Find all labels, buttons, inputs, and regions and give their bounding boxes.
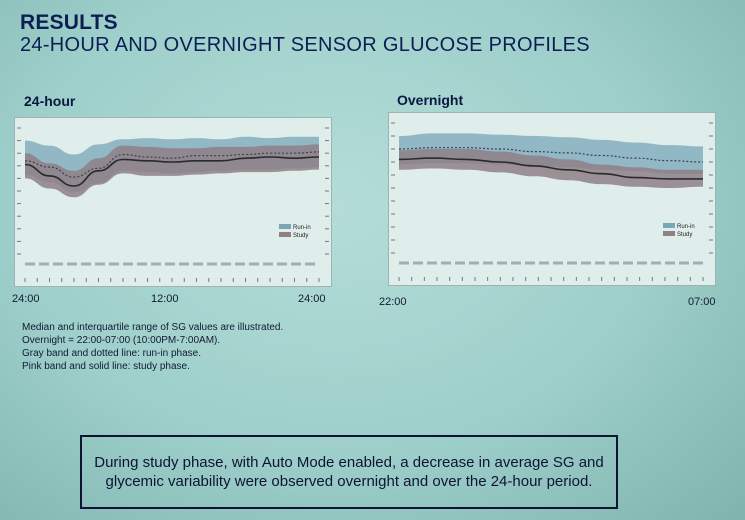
iqr-band-study <box>25 144 319 198</box>
median-line-runin <box>398 147 704 163</box>
note-line: Overnight = 22:00-07:00 (10:00PM-7:00AM)… <box>22 335 221 346</box>
legend-swatch <box>663 231 675 236</box>
chart-title-24h: 24-hour <box>24 93 76 109</box>
chart-title-overnight: Overnight <box>397 92 464 108</box>
legend-swatch <box>663 223 675 228</box>
note-line: Gray band and dotted line: run-in phase. <box>22 348 202 359</box>
median-line-runin <box>24 151 320 178</box>
slide-title-block: RESULTS 24-HOUR AND OVERNIGHT SENSOR GLU… <box>20 11 590 57</box>
slide-subheading: 24-HOUR AND OVERNIGHT SENSOR GLUCOSE PRO… <box>20 34 590 56</box>
legend-swatch <box>279 232 291 237</box>
chart-24h-frame: Run-in Study <box>14 117 332 287</box>
note-line: Median and interquartile range of SG val… <box>22 322 284 333</box>
median-line-study <box>398 157 704 180</box>
conclusion-text: During study phase, with Auto Mode enabl… <box>94 454 604 490</box>
x-tick-overnight-1: 07:00 <box>688 296 716 308</box>
slide-heading: RESULTS <box>20 11 118 34</box>
legend-swatch <box>279 224 291 229</box>
legend-label: Run-in <box>293 225 311 231</box>
chart-overnight-frame: Run-in Study <box>388 112 716 286</box>
chart-24h: Run-in Study <box>17 127 329 282</box>
chart-overnight: Run-in Study <box>391 122 713 281</box>
iqr-band-runin <box>399 133 703 174</box>
x-tick-24h-0: 24:00 <box>12 293 40 305</box>
legend-label: Study <box>677 232 692 238</box>
figure-notes: Median and interquartile range of SG val… <box>22 321 283 373</box>
legend-label: Study <box>293 233 308 239</box>
legend-label: Run-in <box>677 224 695 230</box>
conclusion-callout: During study phase, with Auto Mode enabl… <box>80 435 618 509</box>
x-tick-24h-2: 24:00 <box>298 293 326 305</box>
x-tick-24h-1: 12:00 <box>151 293 179 305</box>
x-tick-overnight-0: 22:00 <box>379 296 407 308</box>
median-line-study <box>24 156 320 187</box>
note-line: Pink band and solid line: study phase. <box>22 361 190 372</box>
